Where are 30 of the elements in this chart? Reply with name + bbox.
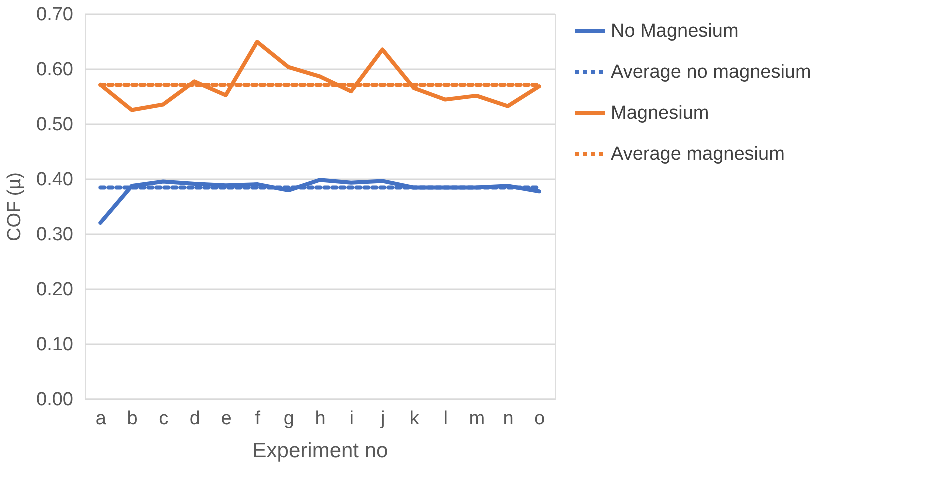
y-tick-label: 0.50: [36, 114, 74, 136]
line-series: [98, 178, 542, 225]
x-tick-label: m: [469, 408, 486, 430]
legend-label: Average magnesium: [611, 144, 785, 165]
legend-label: No Magnesium: [611, 21, 739, 42]
y-tick-label: 0.00: [36, 390, 74, 410]
y-tick-label: 0.10: [36, 334, 74, 356]
y-tick-label: 0.60: [36, 60, 74, 80]
x-tick-label: l: [444, 408, 448, 430]
y-tick-label: 0.40: [36, 170, 74, 190]
legend-label: Average no magnesium: [611, 62, 812, 83]
y-tick-label: 0.70: [36, 4, 74, 26]
x-tick-label: f: [255, 408, 262, 430]
x-tick-label: o: [534, 408, 546, 430]
y-axis-title: COF (µ): [4, 172, 26, 242]
legend-label: Magnesium: [611, 103, 710, 124]
y-tick-label: 0.30: [36, 224, 74, 246]
x-tick-label: c: [159, 408, 169, 430]
x-tick-label: j: [380, 408, 386, 430]
x-axis-title: Experiment no: [252, 440, 388, 462]
x-tick-label: b: [127, 408, 138, 430]
x-tick-label: n: [503, 408, 514, 430]
y-tick-label: 0.20: [36, 280, 74, 300]
x-tick-label: i: [350, 408, 354, 430]
x-tick-label: a: [96, 408, 107, 430]
x-tick-label: h: [315, 408, 326, 430]
x-tick-label: g: [284, 408, 294, 430]
x-tick-label: e: [221, 408, 232, 430]
x-tick-label: d: [190, 408, 200, 430]
x-tick-label: k: [410, 408, 420, 430]
